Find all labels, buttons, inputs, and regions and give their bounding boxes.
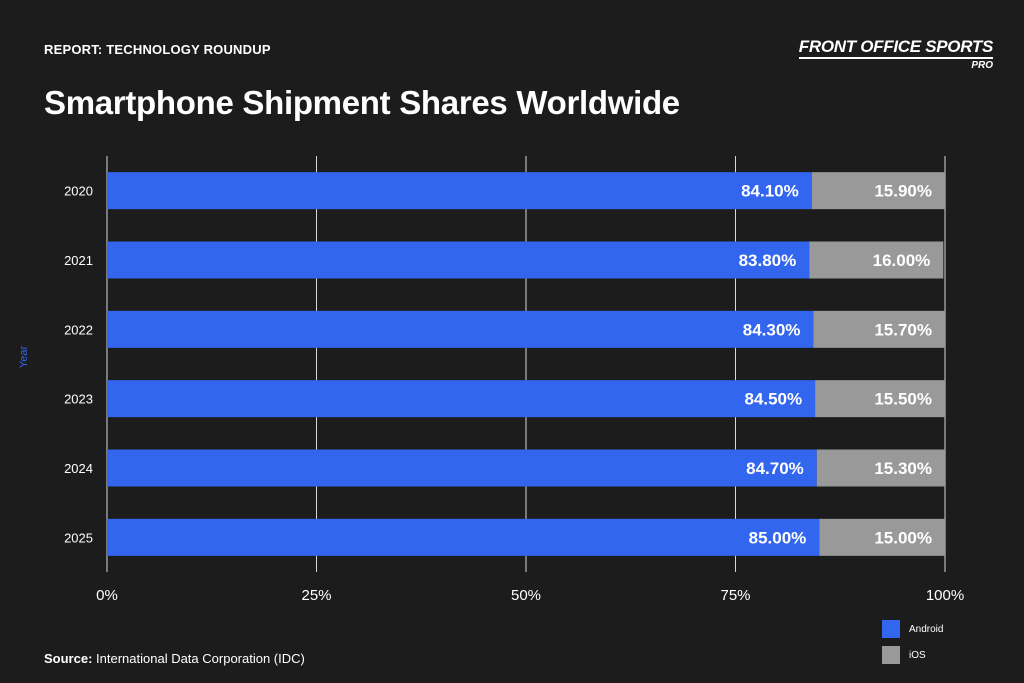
x-tick-label-25: 25% (301, 587, 331, 604)
bar-ios-2024 (816, 449, 945, 487)
data-label-android-2025: 85.00% (749, 528, 807, 547)
bar-android-2022 (107, 310, 814, 348)
data-label-ios-2025: 15.00% (874, 528, 932, 547)
source-note: Source: International Data Corporation (… (44, 651, 305, 666)
data-label-ios-2023: 15.50% (874, 390, 932, 409)
bar-ios-2022 (813, 310, 945, 348)
bar-android-2023 (107, 380, 816, 418)
data-label-android-2024: 84.70% (746, 459, 804, 478)
legend-item-ios: iOS (882, 646, 943, 664)
data-label-ios-2020: 15.90% (874, 182, 932, 201)
x-tick-label-0: 0% (96, 587, 118, 604)
y-tick-label-2024: 2024 (64, 461, 93, 476)
legend-swatch-ios (882, 646, 900, 664)
legend-label-android: Android (909, 623, 944, 635)
chart-legend: Android iOS (882, 620, 943, 672)
bar-ios-2023 (815, 380, 945, 418)
bar-ios-2020 (811, 172, 945, 210)
bar-android-2024 (107, 449, 817, 487)
data-label-ios-2022: 15.70% (874, 320, 932, 339)
data-label-android-2023: 84.50% (744, 390, 802, 409)
x-tick-label-50: 50% (511, 587, 541, 604)
bar-ios-2025 (819, 518, 945, 556)
bar-ios-2021 (809, 241, 944, 279)
data-label-android-2020: 84.10% (741, 182, 799, 201)
report-kicker: REPORT: TECHNOLOGY ROUNDUP (44, 42, 271, 57)
data-label-ios-2024: 15.30% (874, 459, 932, 478)
data-label-android-2021: 83.80% (739, 251, 797, 270)
y-tick-label-2023: 2023 (64, 392, 93, 407)
y-axis-label: Year (18, 346, 30, 369)
legend-item-android: Android (882, 620, 943, 638)
x-tick-label-100: 100% (926, 587, 964, 604)
data-label-ios-2021: 16.00% (873, 251, 931, 270)
data-label-android-2022: 84.30% (743, 320, 801, 339)
bar-android-2025 (107, 518, 820, 556)
source-label: Source: (44, 651, 93, 666)
bar-android-2021 (107, 241, 810, 279)
brand-logo: FRONT OFFICE SPORTS PRO (798, 38, 993, 71)
logo-subtext: PRO (971, 60, 993, 71)
y-tick-label-2021: 2021 (64, 253, 93, 268)
x-tick-label-75: 75% (720, 587, 750, 604)
bar-android-2020 (107, 172, 812, 210)
legend-swatch-android (882, 620, 900, 638)
y-tick-label-2022: 2022 (64, 322, 93, 337)
y-tick-label-2020: 2020 (64, 184, 93, 199)
chart-title: Smartphone Shipment Shares Worldwide (44, 84, 680, 121)
logo-wordmark: FRONT OFFICE SPORTS (798, 38, 993, 59)
y-tick-label-2025: 2025 (64, 530, 93, 545)
legend-label-ios: iOS (909, 649, 926, 661)
source-text: International Data Corporation (IDC) (96, 651, 305, 666)
